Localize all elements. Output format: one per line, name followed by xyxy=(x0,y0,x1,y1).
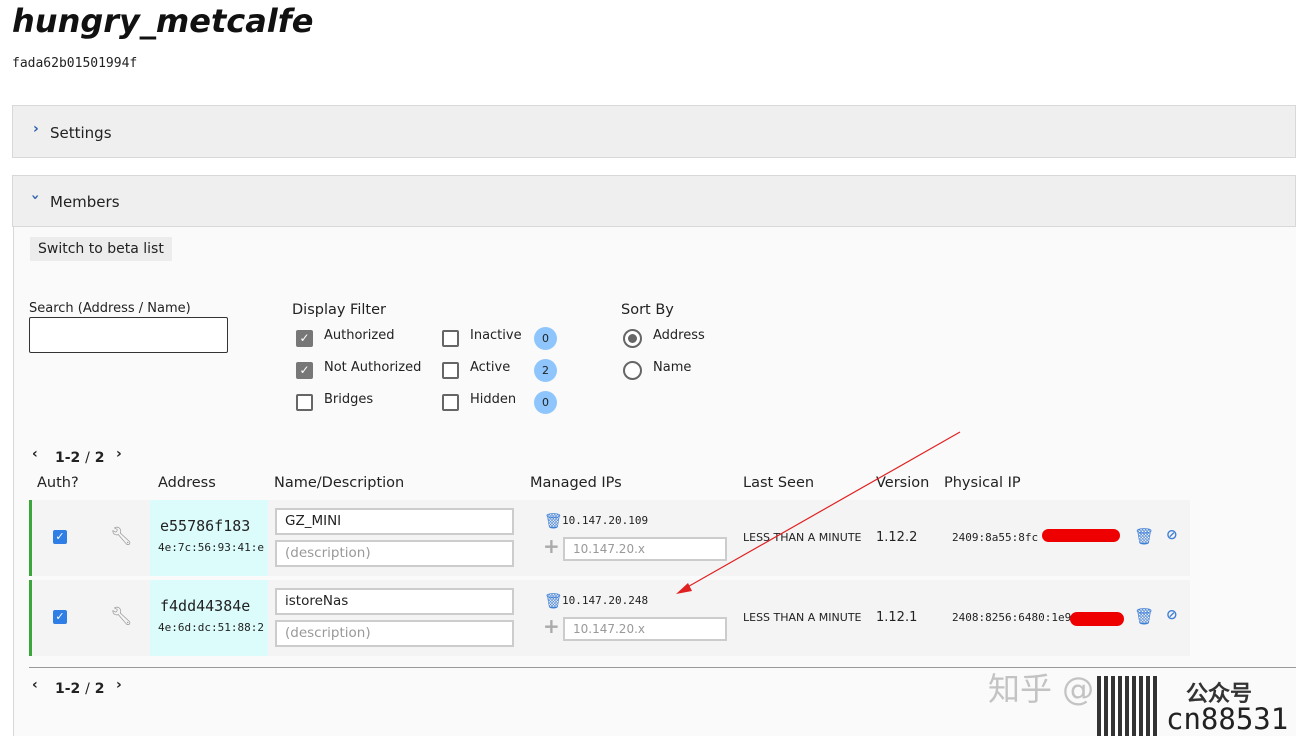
bridges-label: Bridges xyxy=(324,392,374,407)
authorized-label: Authorized xyxy=(324,328,395,343)
divider xyxy=(29,667,1296,668)
qr-code-image xyxy=(1097,676,1159,736)
physical-ip: 2409:8a55:8fc xyxy=(952,531,1039,544)
member-name-input[interactable]: GZ_MINI xyxy=(275,508,514,535)
col-managed-ips: Managed IPs xyxy=(530,475,622,491)
col-last-seen: Last Seen xyxy=(743,475,815,491)
trash-icon[interactable]: 🗑︎ xyxy=(544,592,564,610)
member-address: e55786f183 xyxy=(160,517,251,535)
member-address: f4dd44384e xyxy=(160,597,251,615)
inactive-count-badge: 0 xyxy=(534,327,557,350)
member-row: ✓ 🔧︎ f4dd44384e 4e:6d:dc:51:88:2 istoreN… xyxy=(29,580,1190,656)
page-range: 1-2 xyxy=(55,450,81,466)
last-seen: LESS THAN A MINUTE xyxy=(743,611,862,624)
hidden-label: Hidden xyxy=(470,392,517,407)
not-authorized-label: Not Authorized xyxy=(324,360,422,375)
inactive-checkbox[interactable] xyxy=(442,330,459,347)
watermark-text: 知乎 @ xyxy=(988,670,1095,708)
delete-member-icon[interactable]: 🗑︎ xyxy=(1134,527,1155,546)
sort-name-radio[interactable] xyxy=(623,361,642,380)
switch-beta-list-button[interactable]: Switch to beta list xyxy=(30,237,172,261)
sort-by-title: Sort By xyxy=(621,302,674,318)
add-ip-input[interactable]: 10.147.20.x xyxy=(563,617,727,641)
inactive-label: Inactive xyxy=(470,328,522,343)
authorize-checkbox[interactable]: ✓ xyxy=(53,530,67,544)
chevron-right-icon: › xyxy=(33,121,39,137)
active-checkbox[interactable] xyxy=(442,362,459,379)
hidden-count-badge: 0 xyxy=(534,391,557,414)
redaction-mark xyxy=(1070,612,1124,626)
col-address[interactable]: Address xyxy=(158,475,216,491)
member-name-input[interactable]: istoreNas xyxy=(275,588,514,615)
member-mac: 4e:6d:dc:51:88:2 xyxy=(158,621,264,634)
members-header[interactable]: Members xyxy=(50,193,120,211)
settings-header[interactable]: Settings xyxy=(50,124,112,142)
managed-ip: 10.147.20.109 xyxy=(562,514,649,527)
plus-icon[interactable]: + xyxy=(543,534,560,558)
sort-address-radio[interactable] xyxy=(623,329,642,348)
watermark-code: cn88531 xyxy=(1166,702,1289,736)
hide-eye-slash-icon[interactable]: ⊘ xyxy=(1166,527,1178,543)
member-description-input[interactable]: (description) xyxy=(275,540,514,567)
col-version: Version xyxy=(876,475,930,491)
not-authorized-checkbox[interactable]: ✓ xyxy=(296,362,313,379)
sort-name-label: Name xyxy=(653,360,692,375)
wrench-icon[interactable]: 🔧︎ xyxy=(110,606,133,627)
plus-icon[interactable]: + xyxy=(543,614,560,638)
col-physical-ip: Physical IP xyxy=(944,475,1021,491)
hidden-checkbox[interactable] xyxy=(442,394,459,411)
member-row: ✓ 🔧︎ e55786f183 4e:7c:56:93:41:e GZ_MINI… xyxy=(29,500,1190,576)
page-range: 1-2 xyxy=(55,681,81,697)
active-label: Active xyxy=(470,360,511,375)
settings-panel[interactable]: › Settings xyxy=(12,105,1296,158)
search-input[interactable] xyxy=(29,317,228,353)
watermark-extra: 公众号 xyxy=(1186,682,1253,707)
version: 1.12.2 xyxy=(876,530,918,545)
redaction-mark xyxy=(1042,529,1120,542)
add-ip-input[interactable]: 10.147.20.x xyxy=(563,537,727,561)
active-count-badge: 2 xyxy=(534,359,557,382)
delete-member-icon[interactable]: 🗑︎ xyxy=(1134,607,1155,626)
next-page-icon[interactable]: › xyxy=(116,677,122,693)
page-total: 2 xyxy=(94,450,105,466)
version: 1.12.1 xyxy=(876,610,918,625)
network-name: hungry_metcalfe xyxy=(12,2,314,40)
display-filter-title: Display Filter xyxy=(292,302,386,318)
physical-ip: 2408:8256:6480:1e9 xyxy=(952,611,1072,624)
authorize-checkbox[interactable]: ✓ xyxy=(53,610,67,624)
sort-address-label: Address xyxy=(653,328,705,343)
wrench-icon[interactable]: 🔧︎ xyxy=(110,526,133,547)
page-sep: / xyxy=(85,681,90,697)
address-cell: e55786f183 4e:7c:56:93:41:e xyxy=(150,500,268,576)
last-seen: LESS THAN A MINUTE xyxy=(743,531,862,544)
managed-ip: 10.147.20.248 xyxy=(562,594,649,607)
prev-page-icon[interactable]: ‹ xyxy=(32,446,38,462)
authorized-checkbox[interactable]: ✓ xyxy=(296,330,313,347)
network-id: fada62b01501994f xyxy=(12,56,138,71)
hide-eye-slash-icon[interactable]: ⊘ xyxy=(1166,607,1178,623)
member-description-input[interactable]: (description) xyxy=(275,620,514,647)
members-panel-header[interactable]: › Members xyxy=(12,175,1296,227)
col-name[interactable]: Name/Description xyxy=(274,475,405,491)
search-label: Search (Address / Name) xyxy=(29,301,191,316)
col-auth: Auth? xyxy=(37,475,79,491)
trash-icon[interactable]: 🗑︎ xyxy=(544,512,564,530)
member-mac: 4e:7c:56:93:41:e xyxy=(158,541,264,554)
prev-page-icon[interactable]: ‹ xyxy=(32,677,38,693)
page-indicator: 1-2 / 2 xyxy=(55,681,105,697)
address-cell: f4dd44384e 4e:6d:dc:51:88:2 xyxy=(150,580,268,656)
bridges-checkbox[interactable] xyxy=(296,394,313,411)
page-total: 2 xyxy=(94,681,105,697)
next-page-icon[interactable]: › xyxy=(116,446,122,462)
page-indicator: 1-2 / 2 xyxy=(55,450,105,466)
page-sep: / xyxy=(85,450,90,466)
